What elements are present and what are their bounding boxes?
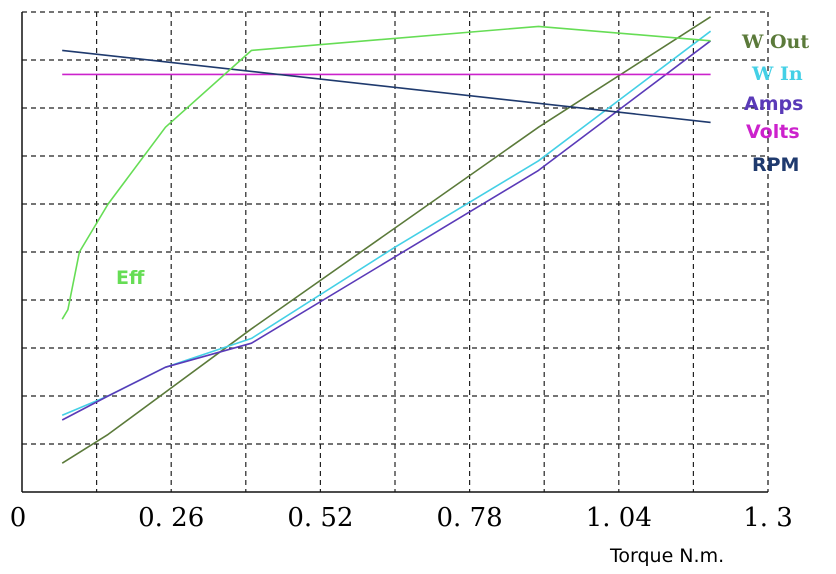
series-line-w-in [61,30,712,416]
grid [22,11,768,492]
x-tick-label: 0 [10,503,27,533]
legend-label-w-out: W Out [741,31,809,53]
axes [21,12,769,493]
legend-label-w-in: W In [751,63,803,85]
legend-label-rpm: RPM [752,154,799,176]
series-line-amps [61,40,712,421]
legend-label-eff: Eff [116,267,145,289]
x-tick-label: 1. 04 [586,503,652,533]
legend-label-amps: Amps [744,93,803,115]
series-line-w-out [61,16,712,464]
x-axis-label: Torque N.m. [609,545,724,567]
series-labels: W Out W In Amps Volts RPM Eff [116,31,809,289]
x-tick-label: 0. 26 [138,503,204,533]
x-tick-label: 0. 52 [287,503,353,533]
x-tick-labels: 0 0. 26 0. 52 0. 78 1. 04 1. 3 [10,503,793,533]
legend-label-volts: Volts [746,121,800,143]
x-tick-label: 0. 78 [437,503,503,533]
series-lines [61,16,712,464]
series-line-eff [61,25,711,320]
x-tick-label: 1. 3 [743,503,793,533]
series-line-rpm [62,49,711,124]
